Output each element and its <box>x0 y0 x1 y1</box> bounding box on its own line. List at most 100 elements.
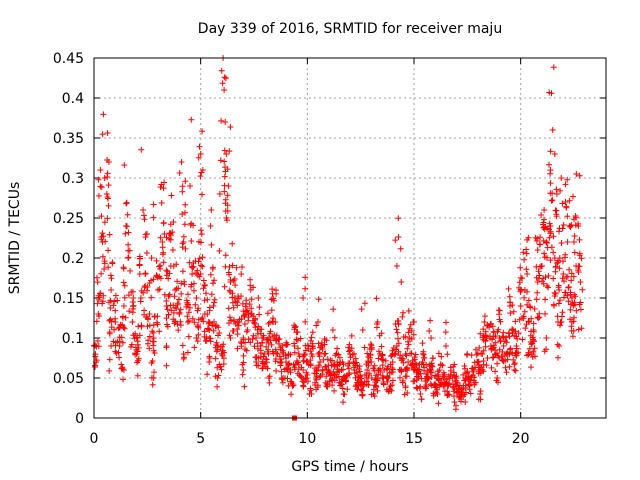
data-point <box>470 377 477 384</box>
data-point <box>294 370 301 377</box>
data-point <box>417 370 424 377</box>
data-point <box>330 306 337 313</box>
data-point <box>103 191 110 197</box>
data-point <box>577 306 584 313</box>
data-point <box>426 361 433 368</box>
data-point <box>551 151 558 157</box>
data-point <box>158 199 165 206</box>
data-point <box>105 202 112 209</box>
data-point <box>135 323 142 330</box>
data-point <box>554 260 561 267</box>
data-point <box>499 356 506 363</box>
data-point <box>405 338 411 345</box>
data-point <box>467 390 474 397</box>
data-point <box>389 347 396 354</box>
data-point <box>156 263 163 270</box>
data-point <box>307 337 314 344</box>
data-point <box>294 329 301 336</box>
data-point <box>207 271 214 278</box>
data-point <box>555 300 562 307</box>
data-point <box>441 371 448 378</box>
data-point <box>243 328 250 335</box>
data-point <box>526 319 533 325</box>
data-point <box>355 383 362 389</box>
data-point <box>543 335 550 341</box>
data-point <box>224 208 231 214</box>
data-point <box>479 366 486 373</box>
data-point <box>521 256 528 263</box>
data-point <box>221 158 228 165</box>
data-point <box>536 314 543 321</box>
y-tick-label: 0.05 <box>53 371 84 387</box>
data-point <box>226 264 233 270</box>
data-point <box>427 317 434 324</box>
data-point <box>166 270 173 277</box>
data-point <box>408 350 415 357</box>
data-point <box>571 249 578 256</box>
data-point <box>568 277 575 284</box>
x-tick-label: 10 <box>298 431 316 447</box>
data-point <box>551 289 558 296</box>
data-point <box>575 269 582 275</box>
data-point <box>125 254 132 261</box>
y-tick-label: 0.2 <box>62 251 84 267</box>
data-point <box>550 233 557 240</box>
data-point <box>313 376 320 383</box>
data-point <box>163 315 170 322</box>
data-point <box>92 342 99 349</box>
data-point <box>400 377 406 384</box>
data-point <box>367 341 374 348</box>
data-point <box>475 396 482 403</box>
data-point <box>218 117 225 124</box>
data-point <box>100 292 107 299</box>
data-point <box>138 146 145 153</box>
data-point <box>354 379 361 386</box>
data-point <box>218 366 225 373</box>
data-point <box>207 335 214 342</box>
data-point <box>561 278 567 285</box>
data-point <box>200 285 207 292</box>
data-point <box>153 319 160 326</box>
data-point <box>240 352 247 359</box>
data-point <box>374 321 380 327</box>
data-point <box>418 396 425 403</box>
data-point <box>392 350 399 357</box>
data-point <box>328 372 334 379</box>
data-point <box>182 178 189 185</box>
data-point <box>356 363 363 370</box>
data-point <box>176 309 183 316</box>
data-point <box>345 365 352 372</box>
data-point <box>121 325 128 332</box>
data-point <box>94 279 101 286</box>
data-point <box>484 355 491 361</box>
data-point <box>373 295 380 302</box>
data-point <box>446 380 453 387</box>
data-point <box>221 173 228 180</box>
data-point <box>262 355 269 362</box>
data-point <box>180 233 187 240</box>
data-point <box>542 296 549 303</box>
data-point <box>112 315 119 322</box>
data-point <box>119 314 126 321</box>
data-point <box>456 394 463 401</box>
data-point <box>289 380 296 387</box>
data-point <box>535 268 542 275</box>
data-point <box>395 340 402 347</box>
data-point <box>307 361 314 368</box>
data-point <box>231 295 238 301</box>
data-point <box>226 148 233 155</box>
data-point <box>400 359 407 366</box>
data-point <box>102 238 109 245</box>
data-point <box>528 315 535 322</box>
data-point <box>344 386 351 393</box>
data-point <box>276 336 283 342</box>
data-point <box>170 219 177 225</box>
data-point <box>339 385 346 392</box>
data-point <box>567 289 574 296</box>
data-point <box>555 319 561 325</box>
data-point <box>95 176 102 183</box>
data-point <box>266 379 273 386</box>
data-point <box>387 361 394 368</box>
data-point <box>486 324 493 331</box>
data-point <box>110 302 117 309</box>
